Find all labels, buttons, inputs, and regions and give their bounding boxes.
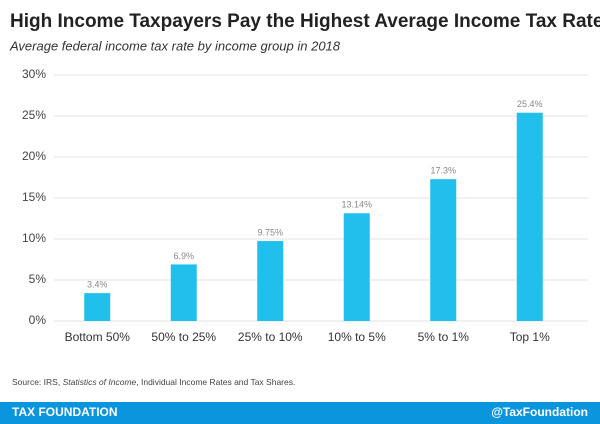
x-tick-label: Top 1% [510, 330, 550, 344]
y-tick-label: 20% [22, 149, 46, 163]
y-tick-label: 30% [22, 67, 46, 81]
value-label: 9.75% [257, 227, 283, 237]
chart-subtitle: Average federal income tax rate by incom… [9, 38, 341, 53]
source-text: , Individual Income Rates and Tax Shares… [136, 377, 295, 387]
value-label: 17.3% [430, 166, 456, 176]
x-tick-label: 50% to 25% [151, 330, 216, 344]
footer-bar [0, 402, 600, 424]
bar [84, 293, 111, 321]
y-tick-label: 5% [29, 272, 47, 286]
bar [257, 241, 284, 321]
value-label: 13.14% [341, 200, 372, 210]
y-tick-label: 15% [22, 190, 46, 204]
y-tick-label: 10% [22, 231, 46, 245]
bar [170, 264, 197, 321]
y-tick-label: 0% [29, 313, 47, 327]
x-tick-label: 10% to 5% [328, 330, 386, 344]
x-tick-label: 5% to 1% [418, 330, 470, 344]
chart-title: High Income Taxpayers Pay the Highest Av… [10, 11, 600, 32]
value-label: 25.4% [517, 99, 543, 109]
source-text: Source: IRS, [12, 377, 63, 387]
footer-brand: TAX FOUNDATION [12, 405, 118, 419]
bar [343, 213, 370, 321]
bar [430, 179, 457, 321]
source-note: Source: IRS, Statistics of Income, Indiv… [12, 377, 295, 387]
footer-handle: @TaxFoundation [491, 405, 588, 419]
x-tick-label: Bottom 50% [65, 330, 131, 344]
bar [516, 112, 543, 321]
y-tick-label: 25% [22, 108, 46, 122]
source-text: Statistics of Income [63, 377, 137, 387]
x-tick-label: 25% to 10% [238, 330, 303, 344]
value-label: 3.4% [87, 279, 108, 289]
value-label: 6.9% [173, 251, 194, 261]
